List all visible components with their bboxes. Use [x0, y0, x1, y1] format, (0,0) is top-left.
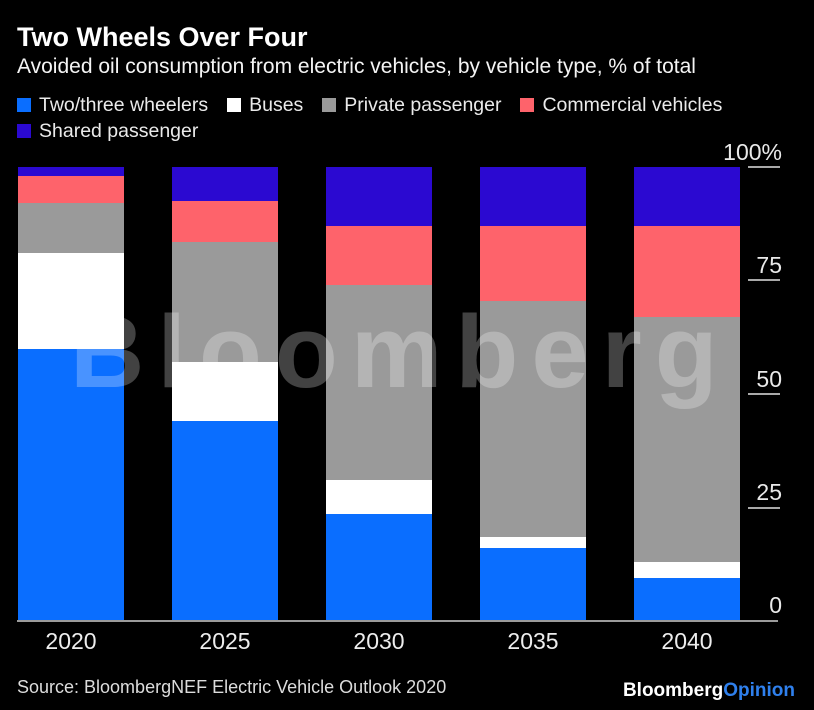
legend-swatch-icon — [227, 98, 242, 112]
legend-item-private-passenger: Private passenger — [322, 94, 501, 117]
y-axis-label-0: 0 — [769, 592, 782, 618]
y-axis-label-100: 100% — [723, 139, 782, 165]
x-axis-label-2030: 2030 — [353, 628, 405, 654]
segment-commercial-vehicles — [18, 176, 124, 204]
plot-area — [18, 167, 740, 621]
y-axis-label-75: 75 — [756, 252, 782, 278]
legend-item-label: Two/three wheelers — [39, 93, 209, 116]
legend-swatch-icon — [520, 98, 535, 112]
legend-item-buses: Buses — [227, 94, 303, 117]
legend-item-commercial-vehicles: Commercial vehicles — [520, 94, 722, 117]
segment-two-three-wheelers — [18, 348, 124, 621]
bar-2035 — [480, 167, 586, 621]
segment-private-passenger — [18, 203, 124, 254]
legend-item-label: Buses — [249, 93, 304, 116]
legend-swatch-icon — [17, 124, 31, 138]
legend-item-label: Shared passenger — [39, 119, 199, 142]
segment-two-three-wheelers — [634, 577, 740, 621]
segment-buses — [18, 253, 124, 349]
logo-brand-suffix: Opinion — [723, 680, 795, 701]
logo-brand: Bloomberg — [622, 680, 724, 701]
segment-private-passenger — [172, 241, 278, 363]
segment-shared-passenger — [480, 167, 586, 227]
legend-swatch-icon — [17, 98, 31, 112]
y-tick-100 — [748, 166, 780, 168]
segment-two-three-wheelers — [326, 514, 432, 621]
x-axis-label-2020: 2020 — [45, 628, 97, 654]
legend-swatch-icon — [322, 98, 337, 112]
legend: Two/three wheelers Buses Private passeng… — [17, 92, 741, 144]
chart-subtitle: Avoided oil consumption from electric ve… — [17, 55, 696, 78]
segment-shared-passenger — [634, 167, 740, 227]
legend-row-2: Shared passenger — [17, 118, 741, 144]
y-tick-50 — [748, 393, 780, 395]
legend-item-two-three-wheelers: Two/three wheelers — [17, 94, 208, 117]
bar-2040 — [634, 167, 740, 621]
segment-commercial-vehicles — [480, 226, 586, 301]
segment-buses — [480, 537, 586, 549]
segment-buses — [634, 562, 740, 578]
segment-commercial-vehicles — [172, 201, 278, 242]
x-axis-labels: 2020 2025 2030 2035 2040 — [18, 628, 740, 655]
source-note: Source: BloombergNEF Electric Vehicle Ou… — [17, 677, 447, 697]
x-axis-line — [17, 620, 778, 622]
segment-buses — [172, 362, 278, 422]
bar-2025 — [172, 167, 278, 621]
bar-2020 — [18, 167, 124, 621]
bar-2030 — [326, 167, 432, 621]
segment-two-three-wheelers — [480, 548, 586, 621]
y-axis-label-25: 25 — [756, 479, 782, 505]
segment-commercial-vehicles — [326, 226, 432, 286]
bloomberg-opinion-logo: BloombergOpinion — [623, 680, 795, 702]
y-tick-25 — [748, 507, 780, 509]
segment-private-passenger — [480, 300, 586, 538]
chart-title: Two Wheels Over Four — [17, 22, 308, 52]
legend-row-1: Two/three wheelers Buses Private passeng… — [17, 92, 741, 118]
x-axis-label-2025: 2025 — [199, 628, 251, 654]
segment-shared-passenger — [326, 167, 432, 227]
legend-item-shared-passenger: Shared passenger — [17, 120, 198, 143]
x-axis-label-2040: 2040 — [661, 628, 713, 654]
legend-item-label: Private passenger — [344, 93, 502, 116]
x-axis-label-2035: 2035 — [507, 628, 559, 654]
segment-shared-passenger — [172, 167, 278, 202]
segment-private-passenger — [634, 316, 740, 562]
y-tick-75 — [748, 279, 780, 281]
segment-commercial-vehicles — [634, 226, 740, 317]
segment-two-three-wheelers — [172, 421, 278, 621]
segment-private-passenger — [326, 285, 432, 481]
segment-buses — [326, 480, 432, 515]
legend-item-label: Commercial vehicles — [542, 93, 723, 116]
y-axis-label-50: 50 — [756, 366, 782, 392]
segment-shared-passenger — [18, 167, 124, 177]
